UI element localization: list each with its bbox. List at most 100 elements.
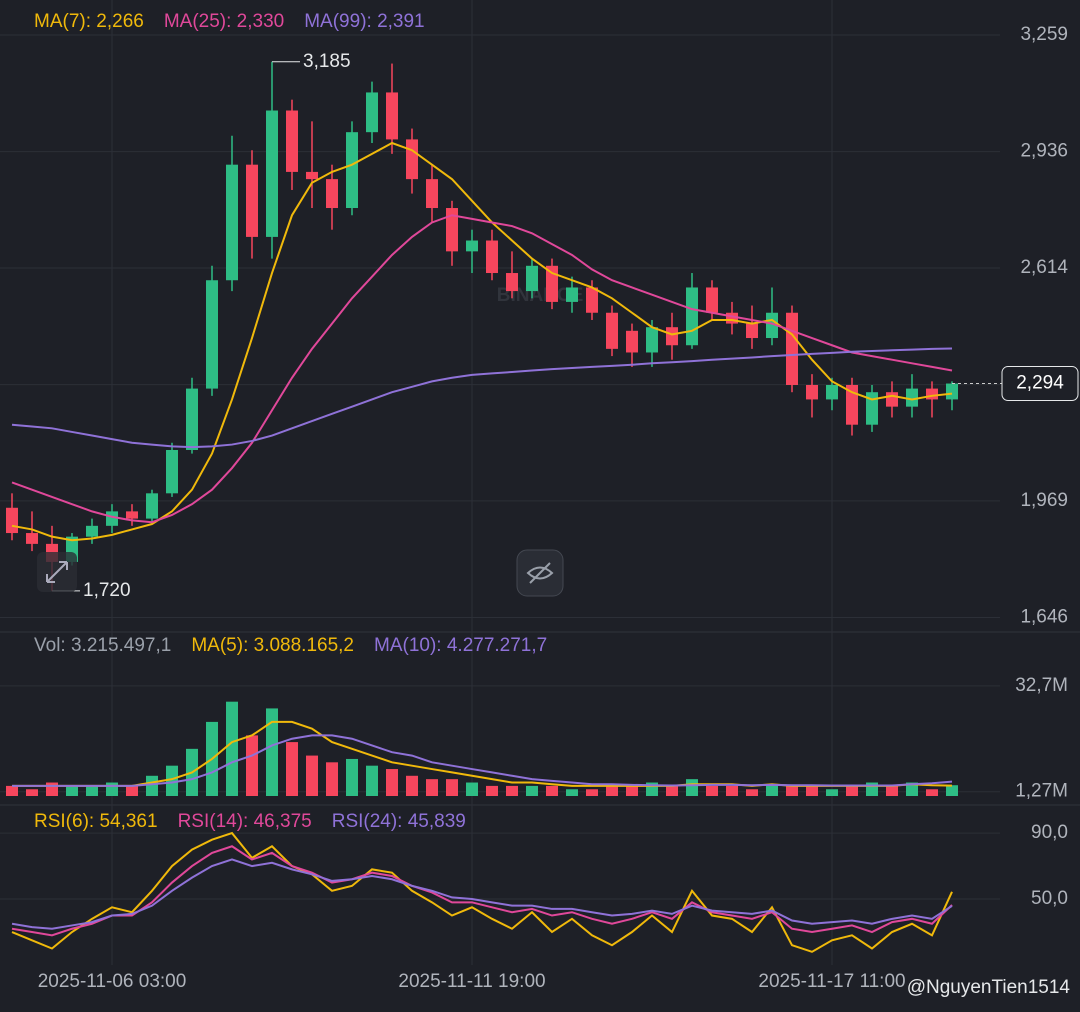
candle-body	[146, 493, 158, 519]
watermark: BINANCE	[497, 285, 584, 306]
candle-body	[26, 533, 38, 544]
y-tick-label: 90,0	[1031, 822, 1068, 843]
candle-body	[306, 171, 318, 180]
volume-bar	[66, 785, 78, 796]
volume-bar	[446, 779, 458, 796]
volume-bar	[526, 785, 538, 796]
indicator-line	[11, 214, 953, 524]
candle-body	[886, 392, 898, 407]
volume-bar	[26, 789, 38, 796]
volume-bar	[766, 785, 778, 796]
candle-body	[526, 265, 538, 292]
x-tick-label: 2025-11-17 11:00	[758, 971, 905, 992]
candle-body	[806, 384, 818, 400]
candle-body	[266, 110, 278, 237]
x-tick-label: 2025-11-06 03:00	[38, 971, 187, 992]
candle-body	[606, 312, 618, 349]
legend-entry: MA(25): 2,330	[164, 11, 284, 32]
volume-bar	[386, 769, 398, 796]
hide-indicators-button[interactable]	[516, 549, 564, 597]
y-tick-label: 1,646	[1020, 607, 1068, 628]
candle-body	[946, 383, 958, 400]
volume-bar	[606, 785, 618, 796]
indicator-line	[11, 831, 953, 953]
volume-bar	[226, 701, 238, 796]
candle-body	[326, 179, 338, 209]
expand-icon[interactable]	[37, 552, 77, 592]
candle-body	[666, 327, 678, 346]
volume-bar	[286, 742, 298, 796]
y-tick-label: 1,969	[1020, 490, 1068, 511]
volume-bar	[306, 755, 318, 796]
last-price-box	[1001, 366, 1079, 402]
volume-bar	[566, 789, 578, 796]
legend-entry: Vol: 3.215.497,1	[34, 635, 171, 656]
legend-entry: MA(7): 2,266	[34, 11, 144, 32]
credit: @NguyenTien1514	[907, 977, 1071, 998]
volume-bar	[866, 782, 878, 796]
candle-body	[6, 507, 18, 534]
volume-bar	[586, 789, 598, 796]
candle-body	[406, 139, 418, 180]
candle-body	[286, 110, 298, 172]
candle-body	[926, 388, 938, 400]
volume-bar	[166, 765, 178, 796]
y-tick-label: 50,0	[1031, 888, 1068, 909]
volume-bar	[406, 775, 418, 796]
candle-body	[626, 330, 638, 353]
candle-body	[706, 287, 718, 313]
legend-entry: RSI(24): 45,839	[332, 811, 466, 832]
candle-body	[126, 511, 138, 519]
indicator-line	[11, 141, 953, 542]
candle-body	[86, 525, 98, 537]
x-tick-label: 2025-11-11 19:00	[398, 971, 545, 992]
volume-bar	[666, 785, 678, 796]
eye-slash	[526, 562, 554, 584]
candle-body	[766, 312, 778, 339]
candle-body	[906, 388, 918, 407]
y-tick-label: 2,936	[1020, 141, 1068, 162]
volume-bar	[86, 785, 98, 796]
volume-bar	[506, 785, 518, 796]
candle-body	[426, 179, 438, 209]
candle-body	[566, 287, 578, 302]
legend-entry: RSI(14): 46,375	[178, 811, 312, 832]
legend-entry: RSI(6): 54,361	[34, 811, 158, 832]
volume-bar	[46, 782, 58, 796]
indicator-line	[11, 858, 953, 930]
candle-body	[226, 164, 238, 281]
last-price-label: 2,294	[1016, 373, 1064, 394]
volume-bar	[806, 785, 818, 796]
y-tick-label: 2,614	[1020, 257, 1068, 278]
legend-entry: MA(5): 3.088.165,2	[191, 635, 354, 656]
indicator-line	[11, 845, 953, 937]
candle-body	[386, 92, 398, 140]
candle-body	[846, 384, 858, 425]
volume-bar	[926, 789, 938, 796]
volume-bar	[346, 758, 358, 796]
volume-bar	[486, 785, 498, 796]
volume-bar	[686, 779, 698, 796]
candle-body	[866, 392, 878, 425]
volume-bar	[126, 785, 138, 796]
volume-bar	[826, 789, 838, 796]
candle-body	[186, 388, 198, 450]
overlay-layer: 3,185 1,720 2,294 MA(7): 2,266 MA(25): 2,330…	[34, 11, 1079, 998]
legend-entry: MA(99): 2,391	[304, 11, 424, 32]
volume-bar	[366, 765, 378, 796]
indicator-line	[11, 347, 953, 449]
volume-bar	[726, 785, 738, 796]
volume-bar	[106, 782, 118, 796]
volume-bar	[706, 785, 718, 796]
y-tick-label: 1,27M	[1015, 781, 1068, 802]
volume-bar	[6, 785, 18, 796]
candle-body	[486, 240, 498, 274]
candle-body	[466, 240, 478, 252]
candle-body	[106, 511, 118, 526]
candle-body	[366, 92, 378, 133]
y-tick-label: 3,259	[1020, 24, 1068, 45]
candle-body	[166, 449, 178, 494]
candle-body	[786, 312, 798, 385]
chart-layer: 3,2592,9362,6142,2911,9691,64632,7M1,27M…	[0, 0, 1068, 992]
